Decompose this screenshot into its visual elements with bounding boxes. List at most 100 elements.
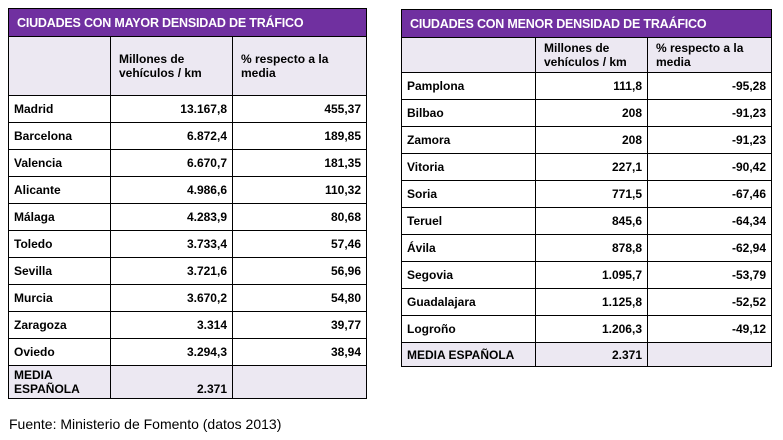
percent-column-header: % respecto a la media — [231, 36, 368, 96]
city-cell: Murcia — [8, 284, 111, 312]
table-title: CIUDADES CON MAYOR DENSIDAD DE TRÁFICO — [7, 8, 368, 37]
table-row: Murcia 3.670,2 54,80 — [8, 284, 368, 312]
city-cell: Teruel — [401, 207, 536, 235]
city-cell: Alicante — [8, 176, 111, 204]
vehicles-cell: 4.283,9 — [110, 203, 233, 231]
city-cell: Oviedo — [8, 338, 111, 366]
city-cell: Barcelona — [8, 122, 111, 150]
city-cell: Vitoria — [401, 153, 536, 181]
table-title-row: CIUDADES CON MAYOR DENSIDAD DE TRÁFICO — [7, 8, 368, 37]
table-row: Vitoria 227,1 -90,42 — [401, 153, 773, 181]
highest-density-table: CIUDADES CON MAYOR DENSIDAD DE TRÁFICO M… — [7, 8, 368, 399]
table-row: Madrid 13.167,8 455,37 — [8, 95, 368, 123]
source-note: Fuente: Ministerio de Fomento (datos 201… — [9, 416, 282, 432]
table-row: Zaragoza 3.314 39,77 — [8, 311, 368, 339]
table-row: Bilbao 208 -91,23 — [401, 99, 773, 127]
lowest-density-table: CIUDADES CON MENOR DENSIDAD DE TRAÁFICO … — [400, 9, 773, 367]
city-cell: Guadalajara — [401, 288, 536, 316]
percent-cell: -95,28 — [646, 72, 773, 100]
vehicles-cell: 1.095,7 — [535, 261, 648, 289]
city-cell: Valencia — [8, 149, 111, 177]
table-footer-row: MEDIA ESPAÑOLA 2.371 — [401, 342, 773, 367]
table-row: Alicante 4.986,6 110,32 — [8, 176, 368, 204]
table-body: Madrid 13.167,8 455,37 Barcelona 6.872,4 189,… — [8, 95, 368, 366]
column-header-row: Millones de vehículos / km % respecto a … — [8, 36, 368, 96]
vehicles-cell: 1.206,3 — [535, 315, 648, 343]
vehicles-cell: 111,8 — [535, 72, 648, 100]
city-cell: Soria — [401, 180, 536, 208]
table-title: CIUDADES CON MENOR DENSIDAD DE TRAÁFICO — [400, 9, 773, 38]
city-cell: Toledo — [8, 230, 111, 258]
vehicles-cell: 3.670,2 — [110, 284, 233, 312]
city-cell: Zaragoza — [8, 311, 111, 339]
vehicles-cell: 4.986,6 — [110, 176, 233, 204]
percent-cell: 189,85 — [231, 122, 368, 150]
table-row: Barcelona 6.872,4 189,85 — [8, 122, 368, 150]
percent-cell: 181,35 — [231, 149, 368, 177]
vehicles-cell: 13.167,8 — [110, 95, 233, 123]
vehicles-cell: 1.125,8 — [535, 288, 648, 316]
percent-cell: 39,77 — [231, 311, 368, 339]
city-cell: Sevilla — [8, 257, 111, 285]
vehicles-column-header: Millones de vehículos / km — [110, 36, 233, 96]
percent-cell: -62,94 — [646, 234, 773, 262]
footer-label: MEDIA ESPAÑOLA — [401, 342, 536, 367]
table-row: Málaga 4.283,9 80,68 — [8, 203, 368, 231]
percent-cell: 57,46 — [231, 230, 368, 258]
vehicles-cell: 845,6 — [535, 207, 648, 235]
table-row: Sevilla 3.721,6 56,96 — [8, 257, 368, 285]
vehicles-column-header: Millones de vehículos / km — [535, 37, 648, 73]
city-cell: Madrid — [8, 95, 111, 123]
vehicles-cell: 878,8 — [535, 234, 648, 262]
vehicles-cell: 3.294,3 — [110, 338, 233, 366]
city-column-header — [401, 37, 536, 73]
vehicles-cell: 227,1 — [535, 153, 648, 181]
table-row: Pamplona 111,8 -95,28 — [401, 72, 773, 100]
city-cell: Bilbao — [401, 99, 536, 127]
table-row: Teruel 845,6 -64,34 — [401, 207, 773, 235]
vehicles-cell: 208 — [535, 126, 648, 154]
table-body: Pamplona 111,8 -95,28 Bilbao 208 -91,23 Zamora… — [401, 72, 773, 343]
table-row: Ávila 878,8 -62,94 — [401, 234, 773, 262]
vehicles-cell: 771,5 — [535, 180, 648, 208]
percent-cell: -91,23 — [646, 99, 773, 127]
percent-cell: 80,68 — [231, 203, 368, 231]
percent-cell: -53,79 — [646, 261, 773, 289]
percent-cell: -67,46 — [646, 180, 773, 208]
percent-cell: -90,42 — [646, 153, 773, 181]
vehicles-cell: 3.314 — [110, 311, 233, 339]
city-cell: Ávila — [401, 234, 536, 262]
vehicles-cell: 6.872,4 — [110, 122, 233, 150]
footer-empty — [646, 342, 773, 367]
table-row: Valencia 6.670,7 181,35 — [8, 149, 368, 177]
table-title-row: CIUDADES CON MENOR DENSIDAD DE TRAÁFICO — [400, 9, 773, 38]
percent-cell: -64,34 — [646, 207, 773, 235]
percent-cell: 455,37 — [231, 95, 368, 123]
table-row: Logroño 1.206,3 -49,12 — [401, 315, 773, 343]
city-cell: Málaga — [8, 203, 111, 231]
table-row: Segovia 1.095,7 -53,79 — [401, 261, 773, 289]
vehicles-cell: 208 — [535, 99, 648, 127]
vehicles-cell: 3.733,4 — [110, 230, 233, 258]
footer-value: 2.371 — [110, 365, 233, 399]
city-cell: Pamplona — [401, 72, 536, 100]
percent-cell: 110,32 — [231, 176, 368, 204]
table-footer-row: MEDIA ESPAÑOLA 2.371 — [8, 365, 368, 399]
percent-cell: -52,52 — [646, 288, 773, 316]
footer-empty — [231, 365, 368, 399]
vehicles-cell: 3.721,6 — [110, 257, 233, 285]
city-cell: Segovia — [401, 261, 536, 289]
table-row: Soria 771,5 -67,46 — [401, 180, 773, 208]
percent-cell: -91,23 — [646, 126, 773, 154]
percent-column-header: % respecto a la media — [646, 37, 773, 73]
table-row: Zamora 208 -91,23 — [401, 126, 773, 154]
percent-cell: 54,80 — [231, 284, 368, 312]
table-row: Toledo 3.733,4 57,46 — [8, 230, 368, 258]
percent-cell: 56,96 — [231, 257, 368, 285]
percent-cell: -49,12 — [646, 315, 773, 343]
city-cell: Logroño — [401, 315, 536, 343]
percent-cell: 38,94 — [231, 338, 368, 366]
footer-value: 2.371 — [535, 342, 648, 367]
table-row: Guadalajara 1.125,8 -52,52 — [401, 288, 773, 316]
column-header-row: Millones de vehículos / km % respecto a … — [401, 37, 773, 73]
